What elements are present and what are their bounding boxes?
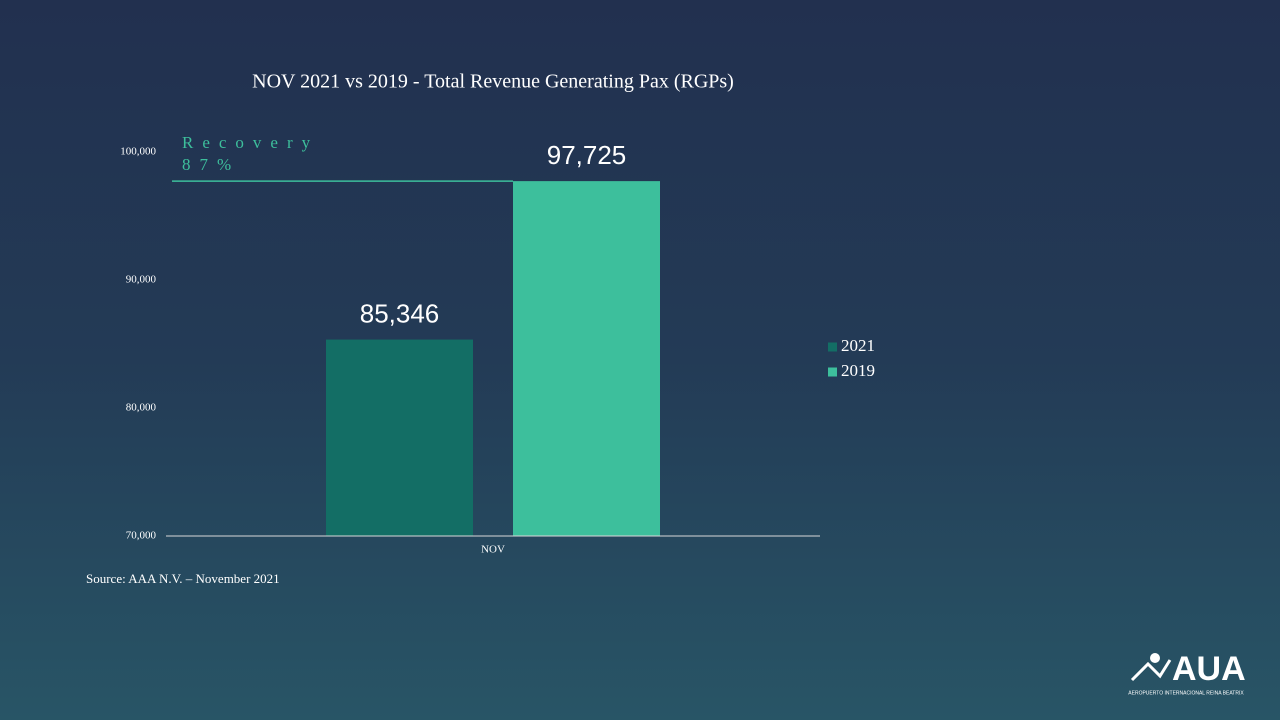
logo-icon [1130,659,1172,682]
y-tick-label: 90,000 [126,274,157,286]
logo-text: AUA [1172,650,1246,688]
legend-label: 2019 [841,361,875,380]
bar [513,181,660,536]
source: Source: AAA N.V. – November 2021 [86,571,280,586]
x-tick-label: NOV [481,544,505,556]
legend-swatch [828,367,837,377]
annotation-value: 87% [182,155,240,174]
legend-label: 2021 [841,336,875,355]
bar [326,339,473,536]
y-tick-label: 80,000 [126,402,157,414]
value-label: 85,346 [360,298,440,328]
y-tick-label: 100,000 [120,146,156,158]
value-label: 97,725 [547,140,627,170]
chart-title: NOV 2021 vs 2019 - Total Revenue Generat… [252,71,734,93]
legend-swatch [828,342,837,352]
logo-subtitle: AEROPUERTO INTERNACIONAL REINA BEATRIX [1128,690,1244,696]
logo-icon [1150,653,1160,663]
logo: AUA AEROPUERTO INTERNACIONAL REINA BEATR… [1128,650,1245,696]
y-tick-label: 70,000 [126,530,157,542]
annotation-label: Recovery [182,133,319,152]
